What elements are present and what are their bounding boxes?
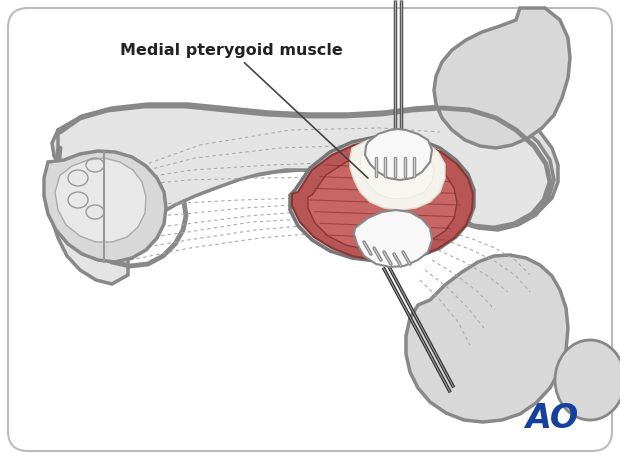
Polygon shape [290, 136, 474, 261]
Polygon shape [292, 139, 473, 260]
Text: AO: AO [525, 402, 578, 435]
Polygon shape [52, 108, 558, 222]
Polygon shape [44, 151, 166, 262]
Text: Medial pterygoid muscle: Medial pterygoid muscle [120, 43, 368, 178]
Polygon shape [434, 8, 570, 148]
Polygon shape [50, 104, 554, 284]
Polygon shape [308, 152, 457, 251]
Polygon shape [354, 210, 432, 267]
Polygon shape [406, 255, 568, 422]
FancyBboxPatch shape [8, 8, 612, 451]
Polygon shape [350, 136, 445, 210]
Polygon shape [365, 129, 432, 180]
Polygon shape [360, 144, 434, 199]
Ellipse shape [555, 340, 620, 420]
Polygon shape [55, 158, 146, 242]
